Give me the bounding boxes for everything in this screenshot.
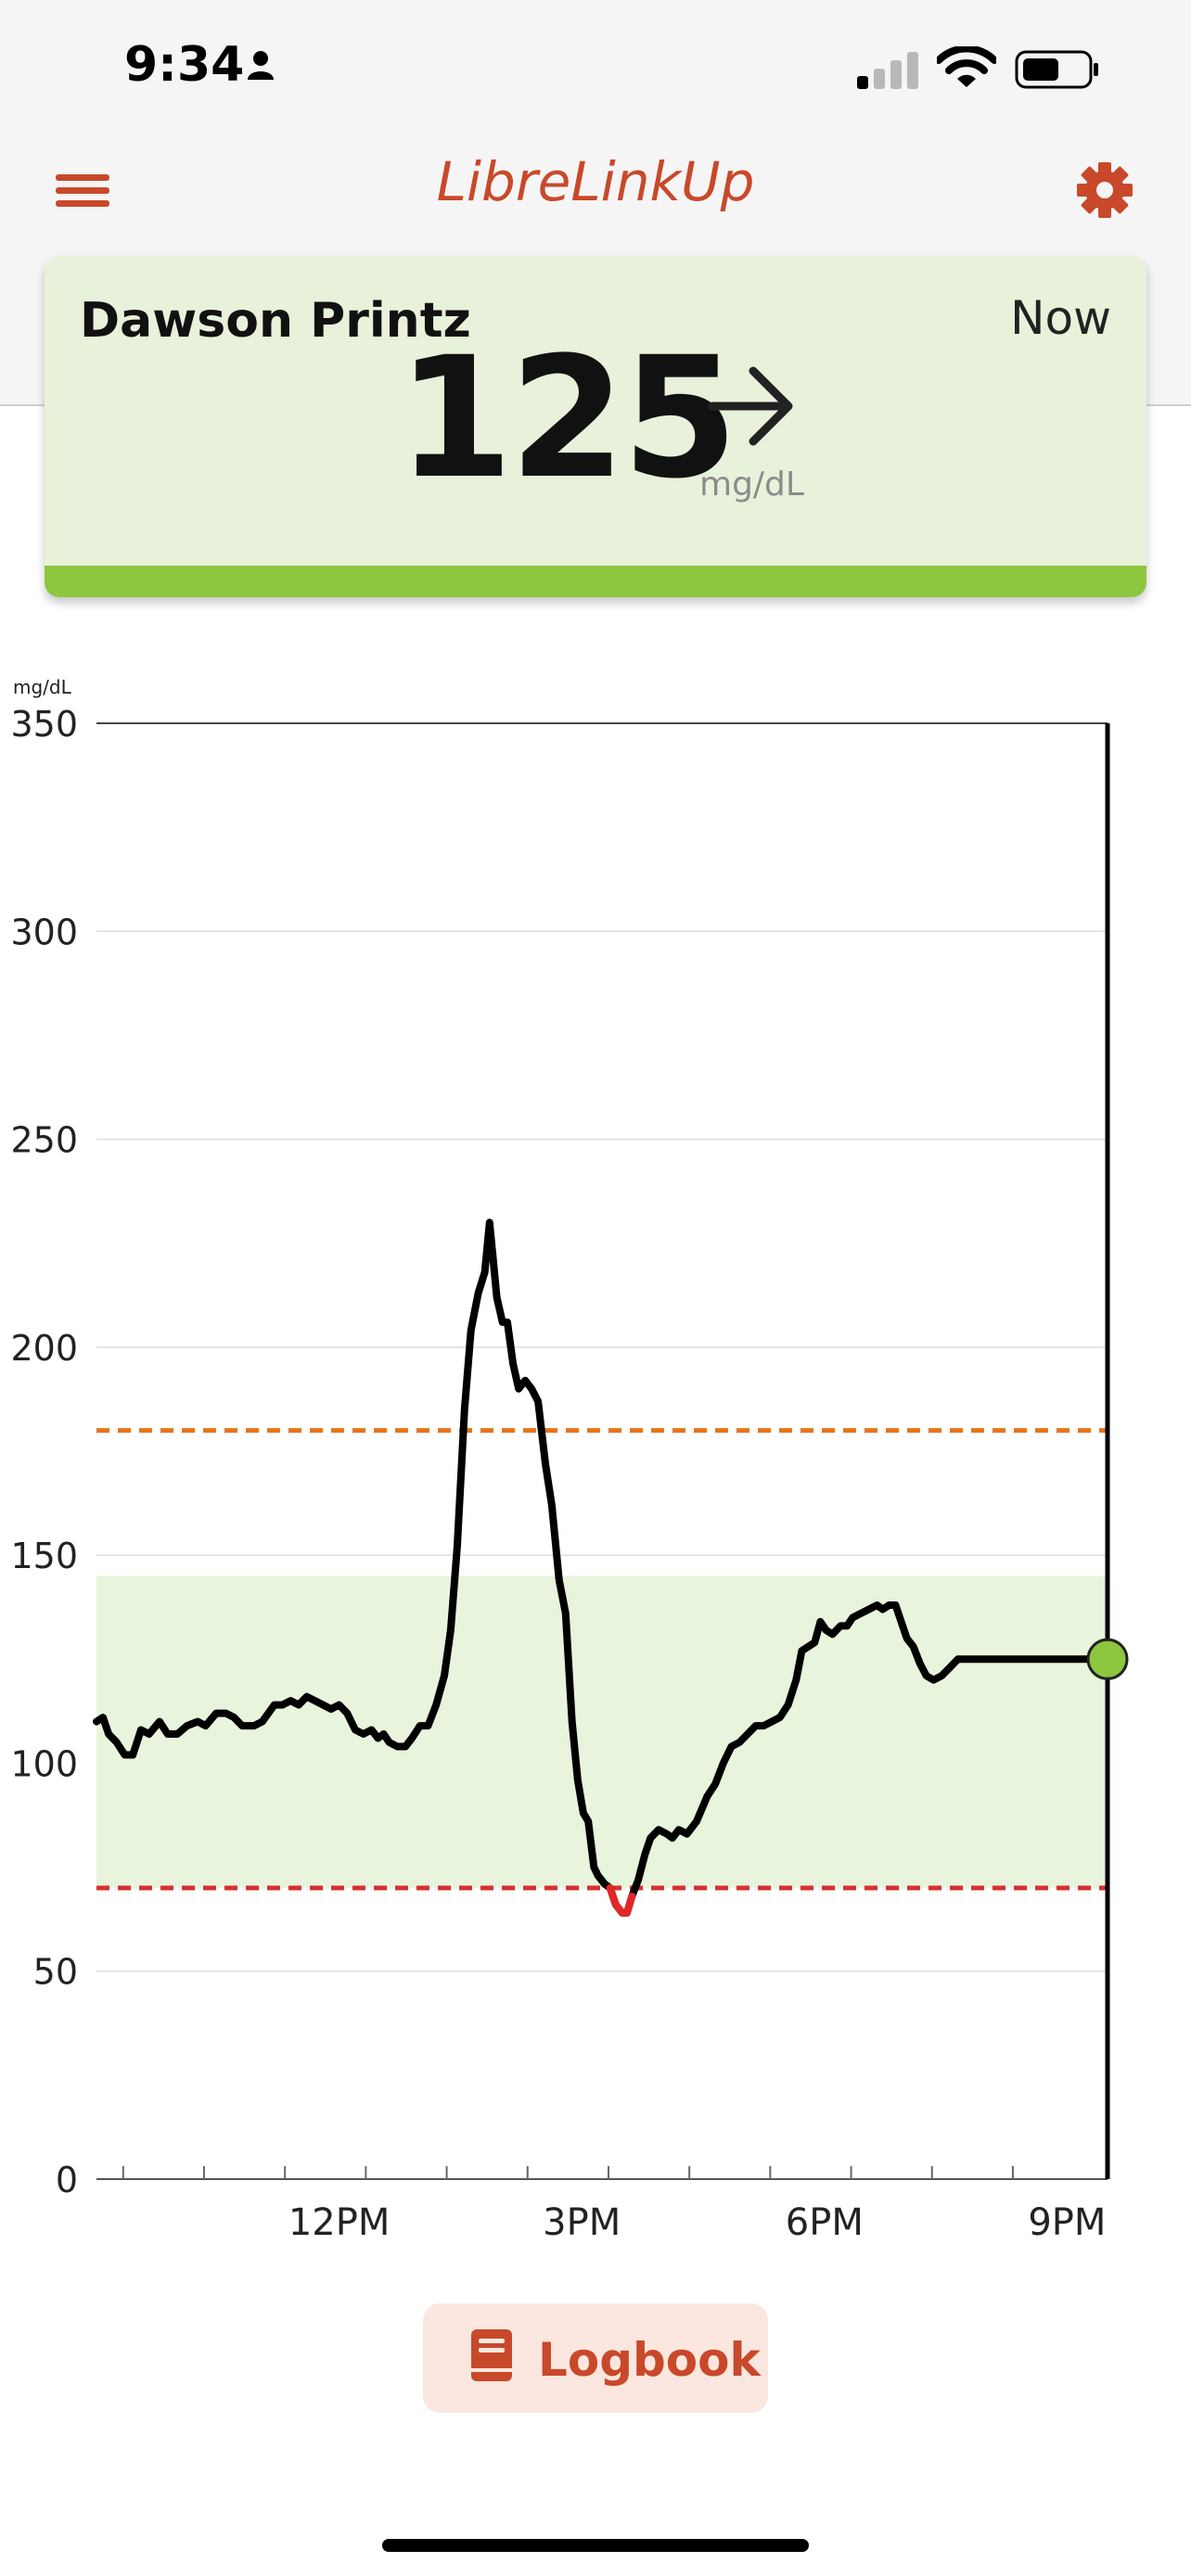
y-tick-label: 100 (10, 1743, 78, 1784)
menu-icon[interactable] (56, 167, 111, 213)
app-title: LibreLinkUp (436, 150, 755, 213)
trend-arrow-right-icon (708, 366, 793, 446)
patient-name: Dawson Printz (80, 293, 471, 349)
in-range-status-bar (45, 566, 1146, 597)
settings-gear-icon[interactable] (1076, 161, 1133, 219)
logbook-button[interactable]: Logbook (423, 2303, 768, 2413)
glucose-reading-card[interactable]: Dawson Printz Now 125 mg/dL (45, 256, 1146, 597)
y-tick-label: 200 (10, 1328, 78, 1369)
chart-axes (96, 2166, 1108, 2180)
wifi-icon (937, 46, 996, 87)
person-icon (248, 51, 274, 80)
glucose-chart: mg/dL 0 50 100 150 200 250 300 350 12PM 3PM 6PM 9P… (10, 677, 1129, 2244)
y-tick-label: 150 (10, 1536, 78, 1576)
target-range-band (96, 1575, 1108, 1888)
x-tick-label: 3PM (543, 2201, 621, 2244)
reading-time: Now (1010, 291, 1111, 345)
glucose-series-line (93, 1218, 1111, 1917)
x-tick-label: 6PM (786, 2201, 864, 2244)
logbook-label: Logbook (538, 2333, 761, 2387)
logbook-book-icon (471, 2329, 512, 2381)
status-time: 9:34 (124, 37, 245, 93)
low-glucose-segment (606, 1884, 636, 1917)
y-tick-label: 300 (10, 912, 78, 952)
y-tick-label: 50 (33, 1952, 78, 1993)
glucose-unit: mg/dL (699, 465, 804, 504)
battery-icon (1015, 50, 1098, 89)
y-tick-label: 0 (56, 2160, 78, 2200)
current-reading-dot[interactable] (1086, 1638, 1129, 1680)
x-tick-labels: 12PM 3PM 6PM 9PM (288, 2201, 1107, 2244)
y-tick-labels: 0 50 100 150 200 250 300 350 (10, 704, 78, 2200)
y-tick-label: 250 (10, 1120, 78, 1161)
cellular-signal-icon (857, 52, 918, 89)
y-tick-label: 350 (10, 704, 78, 745)
home-indicator[interactable] (382, 2539, 809, 2552)
glucose-value: 125 (397, 322, 738, 516)
x-tick-label: 12PM (288, 2201, 391, 2244)
y-axis-unit-label: mg/dL (13, 677, 72, 698)
x-tick-label: 9PM (1028, 2201, 1106, 2244)
